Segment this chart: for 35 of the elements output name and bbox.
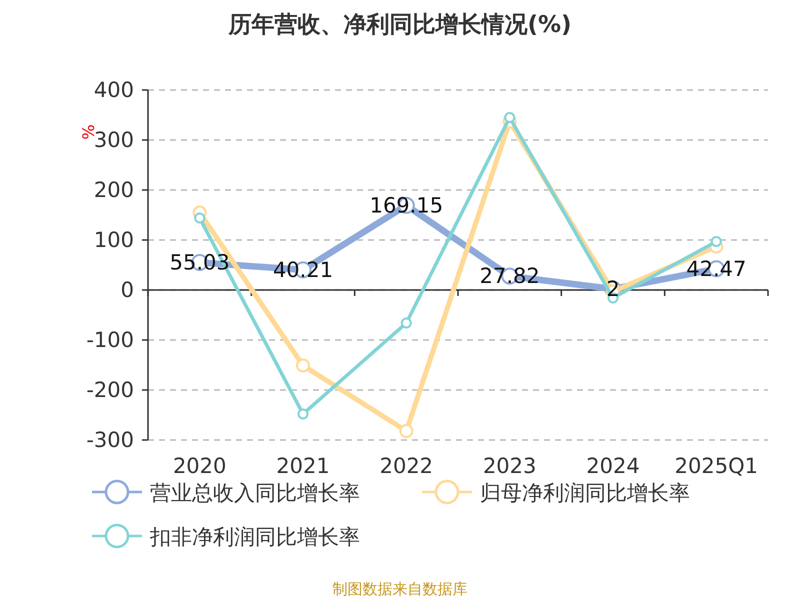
point bbox=[194, 212, 206, 224]
data-label: 42.47 bbox=[686, 256, 746, 281]
y-tick-label: 0 bbox=[120, 278, 134, 302]
legend-label: 营业总收入同比增长率 bbox=[150, 481, 360, 505]
text: 制图数据来自数据库 bbox=[332, 580, 468, 598]
point bbox=[710, 236, 722, 247]
x-tick-label: 2024 bbox=[586, 454, 640, 478]
legend-item: 营业总收入同比增长率 bbox=[92, 480, 360, 505]
chart-title: 历年营收、净利同比增长情况(%) bbox=[227, 12, 572, 38]
point bbox=[400, 318, 412, 328]
legend-label: 归母净利润同比增长率 bbox=[480, 481, 690, 505]
data-label: 55.03 bbox=[170, 250, 230, 274]
x-tick-label: 2022 bbox=[380, 454, 434, 478]
data-label: 27.82 bbox=[480, 264, 540, 288]
legend-label: 扣非净利润同比增长率 bbox=[149, 525, 360, 549]
y-tick-label: 100 bbox=[94, 228, 134, 252]
y-tick-label: 300 bbox=[94, 128, 134, 152]
y-tick-label: 400 bbox=[94, 78, 134, 102]
point bbox=[399, 424, 414, 438]
point bbox=[296, 358, 310, 372]
data-label: 2 bbox=[606, 277, 620, 301]
x-tick-label: 2023 bbox=[482, 454, 536, 478]
point bbox=[504, 112, 516, 123]
point bbox=[298, 408, 308, 420]
data-label: 169.15 bbox=[370, 193, 444, 218]
y-tick-label: -200 bbox=[86, 378, 134, 402]
y-tick-label: 200 bbox=[94, 178, 134, 202]
x-tick-label: 2025Q1 bbox=[674, 454, 758, 478]
y-tick-label: -100 bbox=[86, 328, 134, 352]
x-tick-label: 2020 bbox=[172, 454, 226, 478]
x-tick-label: 2021 bbox=[276, 454, 330, 478]
data-label: 40.21 bbox=[272, 258, 334, 282]
legend-item: 归母净利润同比增长率 bbox=[422, 480, 690, 505]
legend-item: 扣非净利润同比增长率 bbox=[92, 524, 360, 549]
y-tick-label: -300 bbox=[86, 428, 134, 452]
